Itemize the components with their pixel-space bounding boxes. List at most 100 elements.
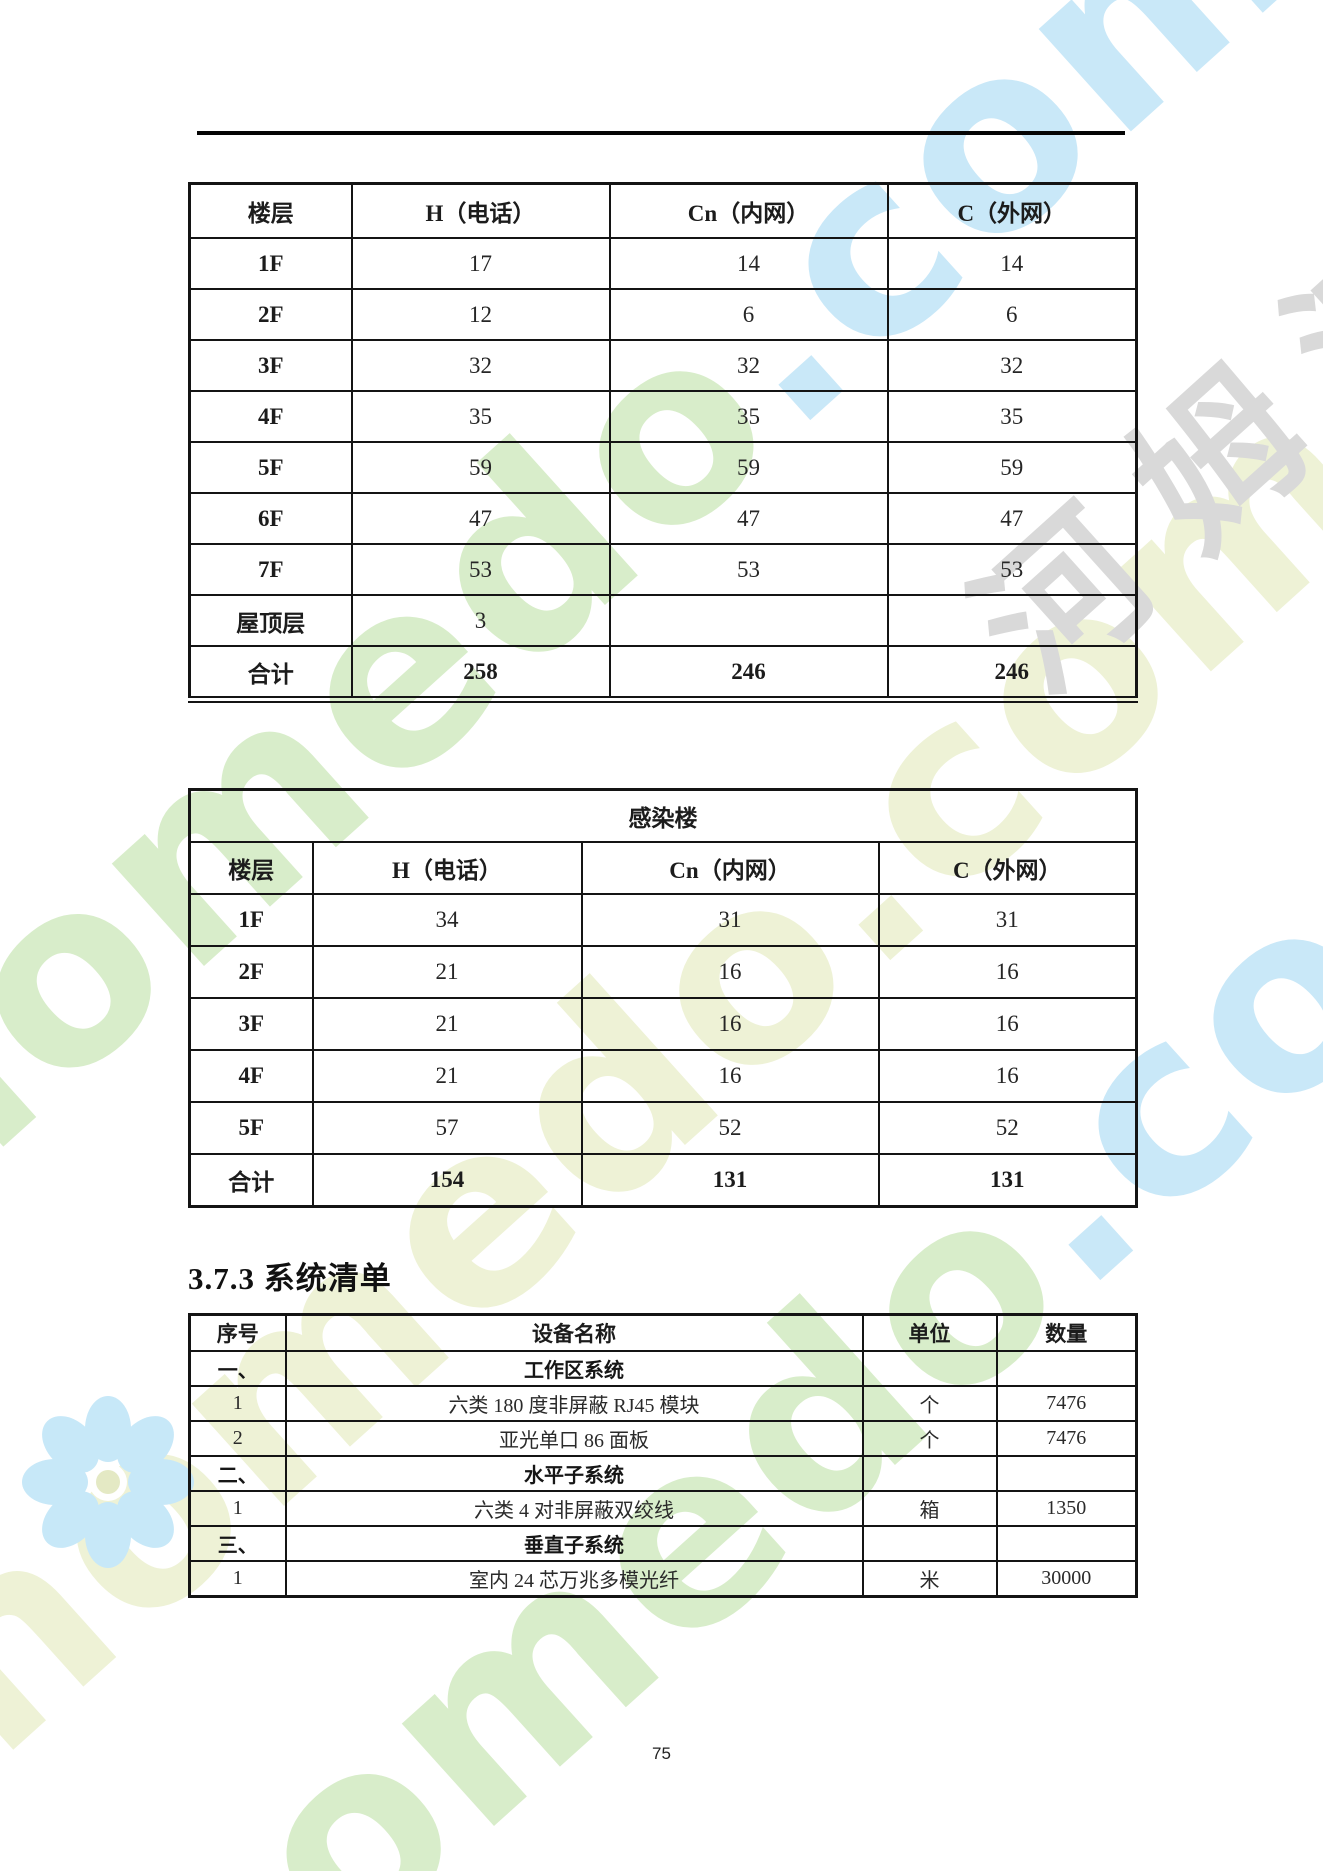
page-number: 75 xyxy=(652,1744,671,1763)
table-cell: 17 xyxy=(350,237,611,290)
table-row: 7F 53 53 53 xyxy=(188,543,1138,596)
column-header-extranet: C（外网） xyxy=(877,841,1138,895)
system-list-table: 序号 设备名称 单位 数量 一、 工作区系统 1 六类 180 度非屏蔽 RJ45 模… xyxy=(188,1313,1138,1598)
table-cell: 30000 xyxy=(995,1560,1138,1598)
table-cell: 箱 xyxy=(861,1490,998,1527)
table-cell: 53 xyxy=(608,543,889,596)
column-header-quantity: 数量 xyxy=(995,1313,1138,1352)
table-cell: 21 xyxy=(311,945,583,999)
table-row: 1 六类 4 对非屏蔽双绞线箱 1350 xyxy=(188,1490,1138,1527)
table-row: 4F 21 16 16 xyxy=(188,1049,1138,1103)
table-cell: 7F xyxy=(188,543,353,596)
table-cell: 1F xyxy=(188,893,314,947)
column-header-serial: 序号 xyxy=(188,1313,287,1352)
table-cell xyxy=(861,1350,998,1387)
table-cell: 合计 xyxy=(188,645,353,701)
table-cell: 34 xyxy=(311,893,583,947)
table-cell: 1 xyxy=(188,1385,287,1422)
table-row: 合计 258 246 246 xyxy=(188,645,1138,701)
table-cell: 53 xyxy=(886,543,1138,596)
table-header-row: 楼层 H（电话） Cn（内网） C（外网） xyxy=(188,182,1138,239)
table-cell: 室内 24 芯万兆多模光纤 xyxy=(284,1560,864,1598)
column-header-phone: H（电话） xyxy=(350,182,611,239)
table-cell: 6 xyxy=(886,288,1138,341)
table-cell: 一、 xyxy=(188,1350,287,1387)
table-cell: 3 xyxy=(350,594,611,647)
table-row: 3F 21 16 16 xyxy=(188,997,1138,1051)
table-row: 5F 59 59 59 xyxy=(188,441,1138,494)
table-row: 2 亚光单口 86 面板个 7476 xyxy=(188,1420,1138,1457)
table-cell: 258 xyxy=(350,645,611,701)
table-cell: 2F xyxy=(188,945,314,999)
column-header-extranet: C（外网） xyxy=(886,182,1138,239)
table-cell: 59 xyxy=(350,441,611,494)
table-row: 1 室内 24 芯万兆多模光纤米 30000 xyxy=(188,1560,1138,1598)
table-cell: 47 xyxy=(608,492,889,545)
table-cell: 2F xyxy=(188,288,353,341)
table-cell: 31 xyxy=(580,893,880,947)
column-header-floor: 楼层 xyxy=(188,841,314,895)
table-cell: 5F xyxy=(188,1101,314,1155)
table-cell: 合计 xyxy=(188,1153,314,1208)
table-cell: 52 xyxy=(580,1101,880,1155)
building-floor-count-table: 楼层 H（电话） Cn（内网） C（外网） 1F 17 14 14 2F 12 6 6 3F 32… xyxy=(188,182,1138,703)
table-row: 合计 154 131 131 xyxy=(188,1153,1138,1208)
column-header-phone: H（电话） xyxy=(311,841,583,895)
table-cell: 1 xyxy=(188,1560,287,1598)
table-row: 6F 47 47 47 xyxy=(188,492,1138,545)
table-cell: 工作区系统 xyxy=(284,1350,864,1387)
table-cell: 米 xyxy=(861,1560,998,1598)
table-cell: 14 xyxy=(608,237,889,290)
column-header-intranet: Cn（内网） xyxy=(608,182,889,239)
table-cell: 12 xyxy=(350,288,611,341)
table-cell: 246 xyxy=(608,645,889,701)
table-cell: 57 xyxy=(311,1101,583,1155)
table-cell: 16 xyxy=(877,1049,1138,1103)
table-row: 5F 57 52 52 xyxy=(188,1101,1138,1155)
table-cell xyxy=(608,594,889,647)
table-cell: 59 xyxy=(886,441,1138,494)
table-cell: 21 xyxy=(311,997,583,1051)
table-cell xyxy=(995,1525,1138,1562)
table-row: 1 六类 180 度非屏蔽 RJ45 模块个 7476 xyxy=(188,1385,1138,1422)
table-cell: 1F xyxy=(188,237,353,290)
table-row: 1F 17 14 14 xyxy=(188,237,1138,290)
infection-building-table: 感染楼 楼层 H（电话） Cn（内网） C（外网） 1F 34 31 31 2F 21 16… xyxy=(188,788,1138,1208)
table-cell: 154 xyxy=(311,1153,583,1208)
table-cell: 4F xyxy=(188,390,353,443)
table-cell: 个 xyxy=(861,1385,998,1422)
table-cell xyxy=(861,1525,998,1562)
table-cell: 21 xyxy=(311,1049,583,1103)
table-cell: 16 xyxy=(580,1049,880,1103)
table-cell: 59 xyxy=(608,441,889,494)
table-cell: 水平子系统 xyxy=(284,1455,864,1492)
table-cell xyxy=(995,1455,1138,1492)
table-header-row: 楼层 H（电话） Cn（内网） C（外网） xyxy=(188,841,1138,895)
table-cell: 六类 180 度非屏蔽 RJ45 模块 xyxy=(284,1385,864,1422)
table-cell: 32 xyxy=(608,339,889,392)
table-cell: 三、 xyxy=(188,1525,287,1562)
table-cell: 16 xyxy=(580,997,880,1051)
table-cell: 16 xyxy=(877,945,1138,999)
table-row: 4F 35 35 35 xyxy=(188,390,1138,443)
table-cell: 53 xyxy=(350,543,611,596)
table-cell: 3F xyxy=(188,339,353,392)
table-cell: 246 xyxy=(886,645,1138,701)
table-cell: 131 xyxy=(580,1153,880,1208)
table-cell xyxy=(886,594,1138,647)
table-cell: 35 xyxy=(608,390,889,443)
table-cell xyxy=(995,1350,1138,1387)
table-cell: 6 xyxy=(608,288,889,341)
table-cell: 7476 xyxy=(995,1420,1138,1457)
table-row: 屋顶层 3 xyxy=(188,594,1138,647)
table-cell: 屋顶层 xyxy=(188,594,353,647)
table-row: 二、 水平子系统 xyxy=(188,1455,1138,1492)
column-header-intranet: Cn（内网） xyxy=(580,841,880,895)
table-title: 感染楼 xyxy=(188,788,1138,843)
table-row: 2F 12 6 6 xyxy=(188,288,1138,341)
table-cell: 个 xyxy=(861,1420,998,1457)
table-cell: 3F xyxy=(188,997,314,1051)
table-cell: 47 xyxy=(350,492,611,545)
